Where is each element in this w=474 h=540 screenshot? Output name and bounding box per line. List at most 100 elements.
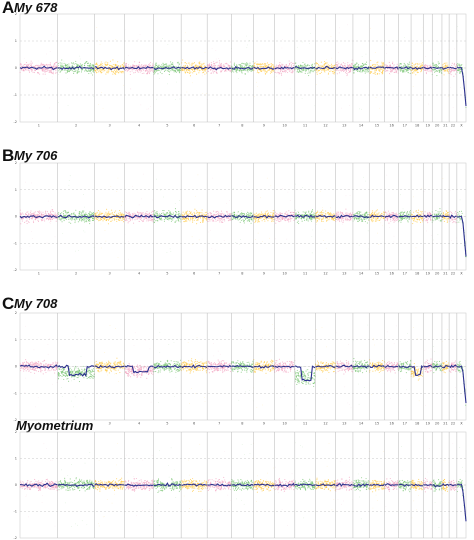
data-point [436,70,438,72]
data-point [137,64,139,66]
data-point [203,213,205,215]
data-point [155,211,157,213]
data-point [193,62,195,64]
data-point [254,213,256,215]
data-point [447,64,449,66]
data-point [378,64,380,67]
data-point [133,65,135,67]
data-point [310,210,313,212]
data-point [285,64,287,66]
data-point [325,69,327,71]
data-point [434,64,436,66]
data-point [247,63,249,65]
data-point [191,213,193,215]
data-point [117,212,119,214]
data-point [258,72,260,74]
data-point [181,218,183,220]
data-point [391,62,394,65]
data-point [61,59,63,61]
data-point [417,63,419,65]
y-tick-label: 1 [15,188,17,192]
data-point [100,63,102,65]
data-point [228,213,230,215]
data-point [150,219,152,221]
data-point [71,70,73,72]
data-point [73,213,75,215]
data-point [416,69,418,71]
data-point [415,68,417,70]
data-point [280,220,282,222]
data-point [175,66,177,68]
data-point [316,62,318,65]
outlier-point [287,191,289,193]
data-point [147,71,149,73]
data-point [350,71,352,73]
data-point [122,65,124,68]
data-point [207,65,209,68]
outlier-point [282,39,284,40]
data-point [265,211,267,213]
y-tick-label: 2 [15,161,17,165]
data-point [214,71,216,73]
data-point [44,69,47,71]
data-point [219,63,221,65]
data-point [68,218,70,220]
data-point [276,213,278,215]
data-point [331,66,333,68]
data-point [243,63,245,65]
data-point [35,66,37,68]
data-point [420,63,422,65]
data-point [108,64,111,66]
data-point [142,68,144,71]
data-point [93,66,95,69]
data-point [163,70,166,73]
data-point [327,69,329,72]
data-point [429,64,431,66]
data-point [274,66,276,68]
data-point [116,219,118,221]
data-point [201,212,203,214]
outlier-point [204,219,206,220]
outlier-point [83,194,84,195]
data-point [309,217,311,220]
data-point [207,215,209,217]
outlier-point [460,87,461,88]
data-point [184,217,186,219]
data-point [193,211,195,213]
data-point [337,64,339,66]
data-point [278,71,280,74]
data-point [144,65,147,67]
data-point [26,213,28,216]
data-point [107,219,109,221]
data-point [244,63,246,65]
data-point [83,214,85,216]
data-point [170,70,172,72]
outlier-point [58,74,59,75]
data-point [61,69,63,71]
data-point [78,214,80,216]
data-point [173,71,175,73]
data-point [442,63,444,66]
data-point [316,73,318,75]
data-point [316,72,318,74]
outlier-point [257,86,258,88]
outlier-point [374,52,376,53]
data-point [298,223,300,225]
data-point [221,70,223,72]
data-point [161,64,163,66]
data-point [129,68,131,70]
data-point [347,65,349,67]
data-point [209,220,211,222]
panel-a-title: My 678 [14,0,58,15]
data-point [334,71,336,73]
data-point [204,214,206,216]
data-point [299,70,301,72]
data-point [383,65,385,67]
data-point [101,65,103,67]
data-point [262,66,265,68]
data-point [51,210,53,212]
data-point [432,64,434,66]
data-point [256,64,258,66]
outlier-point [254,239,256,240]
data-point [331,218,333,220]
